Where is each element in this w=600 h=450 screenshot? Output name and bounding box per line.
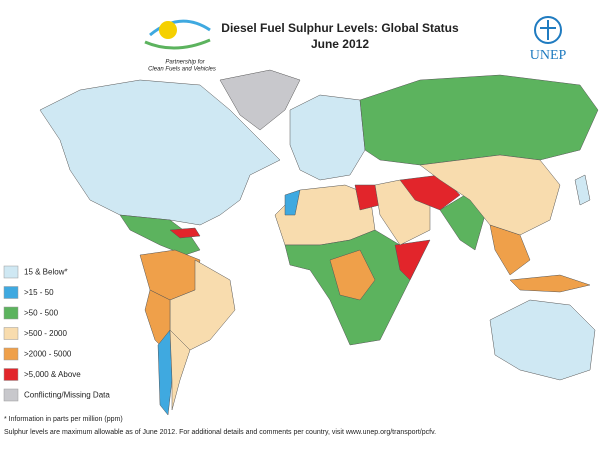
legend-label: 15 & Below* <box>24 268 68 277</box>
indonesia <box>509 274 591 293</box>
argentina <box>169 329 191 411</box>
somalia <box>394 239 431 281</box>
southeast-asia <box>489 224 531 276</box>
legend-swatch <box>3 265 19 279</box>
legend-swatch <box>3 327 19 340</box>
legend-swatch <box>3 286 19 299</box>
title: Diesel Fuel Sulphur Levels: Global Statu… <box>221 21 459 35</box>
legend-swatch <box>3 368 19 381</box>
legend-swatch <box>3 388 19 402</box>
iran-afghanistan <box>399 174 461 211</box>
north-america <box>39 79 281 226</box>
russia <box>359 74 599 166</box>
chile <box>157 329 173 416</box>
legend-swatch <box>3 306 19 320</box>
footnote: Sulphur levels are maximum allowable as … <box>4 429 436 436</box>
japan <box>574 174 591 206</box>
unep-text: UNEP <box>530 48 567 63</box>
caribbean <box>169 227 201 239</box>
logo-text: Partnership for <box>165 60 205 66</box>
footnote: * Information in parts per million (ppm) <box>4 416 123 423</box>
europe <box>289 94 366 181</box>
legend-swatch <box>3 347 19 361</box>
subtitle: June 2012 <box>311 37 369 51</box>
central-america <box>119 214 201 256</box>
legend-label: >500 - 2000 <box>24 329 67 338</box>
legend-label: Conflicting/Missing Data <box>24 391 110 400</box>
india <box>439 194 486 251</box>
logo-text: Clean Fuels and Vehicles <box>148 67 216 73</box>
legend-label: >50 - 500 <box>24 309 59 318</box>
legend-label: >2000 - 5000 <box>24 350 72 359</box>
world-map <box>39 69 599 416</box>
legend-label: >5,000 & Above <box>24 370 81 379</box>
australia <box>489 299 596 381</box>
legend-label: >15 - 50 <box>24 288 54 297</box>
china-central-asia <box>419 154 561 236</box>
legend: 15 & Below* >15 - 50 >50 - 500 >500 - 2000 >… <box>3 265 110 402</box>
central-africa <box>329 249 376 301</box>
morocco <box>284 189 301 216</box>
unep-logo: UNEP <box>530 16 567 63</box>
greenland <box>219 69 301 131</box>
partner-logo: Partnership for Clean Fuels and Vehicles <box>144 19 216 73</box>
